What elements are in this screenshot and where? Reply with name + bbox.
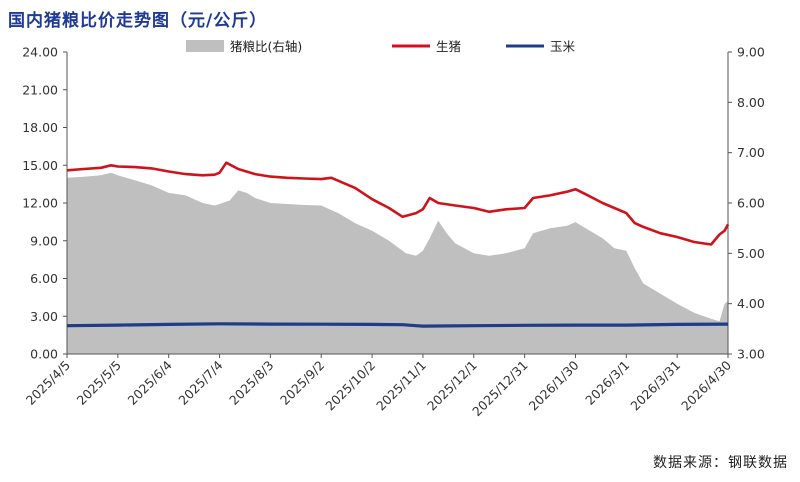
y-left-tick-label: 0.00 xyxy=(30,347,58,362)
axis-layer xyxy=(63,51,732,358)
x-tick-label: 2025/7/4 xyxy=(175,357,225,407)
x-tick-label: 2025/9/2 xyxy=(277,358,327,408)
series-line-hog xyxy=(66,161,730,246)
chart-title: 国内猪粮比价走势图（元/公斤） xyxy=(8,11,268,31)
y-right-tick-label: 8.00 xyxy=(737,95,765,110)
y-left-tick-label: 9.00 xyxy=(30,233,58,248)
y-right-tick-label: 7.00 xyxy=(737,145,765,160)
legend-swatch xyxy=(186,40,224,52)
legend-label: 猪粮比(右轴) xyxy=(230,39,302,54)
area-layer xyxy=(67,172,728,354)
legend-label: 玉米 xyxy=(550,39,576,54)
y-left-tick-label: 15.00 xyxy=(22,158,58,173)
x-tick-label: 2025/11/1 xyxy=(373,358,429,414)
y-left-tick-label: 6.00 xyxy=(30,271,58,286)
x-tick-label: 2026/3/1 xyxy=(582,358,632,408)
y-left-tick-label: 12.00 xyxy=(22,196,58,211)
x-tick-label: 2025/4/5 xyxy=(23,358,73,408)
line-layer xyxy=(66,161,730,328)
x-tick-label: 2025/8/3 xyxy=(226,358,276,408)
y-right-tick-label: 5.00 xyxy=(737,246,765,261)
x-tick-label: 2026/3/31 xyxy=(627,358,683,414)
y-left-tick-label: 3.00 xyxy=(30,309,58,324)
x-tick-label: 2026/1/30 xyxy=(526,357,582,413)
x-tick-label: 2025/10/2 xyxy=(322,358,378,414)
y-left-tick-label: 21.00 xyxy=(22,82,58,97)
series-area-pig-grain-ratio xyxy=(67,172,728,354)
legend-item-hog: 生猪 xyxy=(392,39,461,54)
series-line-corn xyxy=(66,322,729,328)
legend: 猪粮比(右轴) 生猪 玉米 xyxy=(186,39,576,54)
legend-label: 生猪 xyxy=(436,39,461,54)
x-tick-label: 2026/4/30 xyxy=(678,357,734,413)
y-right-tick-label: 4.00 xyxy=(737,296,765,311)
x-tick-label: 2025/5/5 xyxy=(74,358,124,408)
source-note: 数据来源：钢联数据 xyxy=(653,455,788,471)
legend-item-corn: 玉米 xyxy=(506,39,576,54)
y-right-tick-label: 9.00 xyxy=(737,45,765,60)
x-tick-label: 2025/6/4 xyxy=(125,357,175,407)
y-right-tick-label: 3.00 xyxy=(737,347,765,362)
legend-item-pig-grain-ratio: 猪粮比(右轴) xyxy=(186,39,302,54)
y-left-tick-label: 24.00 xyxy=(22,45,58,60)
y-left-tick-label: 18.00 xyxy=(22,120,58,135)
y-right-tick-label: 6.00 xyxy=(737,196,765,211)
